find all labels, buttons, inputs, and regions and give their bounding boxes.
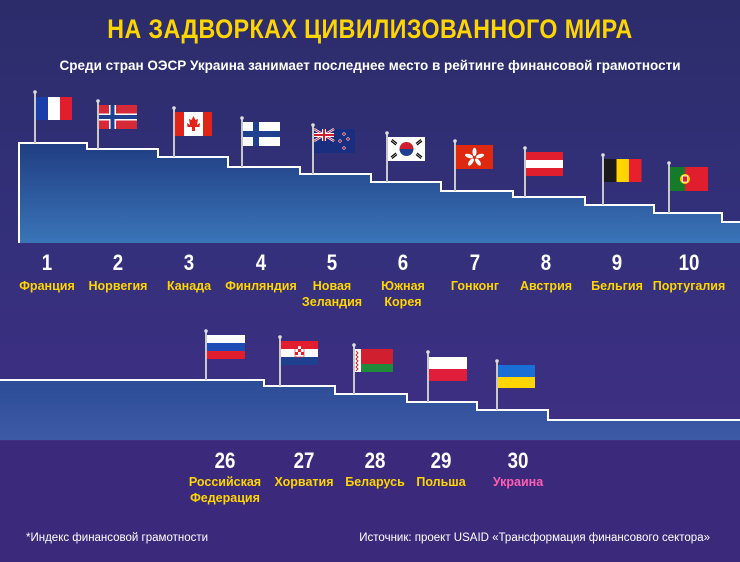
country-label: Австрия <box>519 279 573 293</box>
source-note: Источник: проект USAID «Трансформация фи… <box>359 532 710 544</box>
rank-label: 10 <box>678 250 700 275</box>
rank-label: 5 <box>326 250 338 275</box>
rank-label: 26 <box>214 448 236 473</box>
flag-norway <box>96 99 137 149</box>
flag-france <box>33 90 72 143</box>
country-label: Норвегия <box>88 279 148 293</box>
flag-russia <box>204 329 245 380</box>
country-label: Финляндия <box>225 279 297 293</box>
country-label: Российская Федерация <box>188 475 262 505</box>
rank-label: 9 <box>611 250 623 275</box>
country-label: Франция <box>19 279 75 293</box>
rank-label: 30 <box>507 448 529 473</box>
stairs-top-edge <box>18 142 740 243</box>
rank-label: 28 <box>364 448 386 473</box>
rank-label: 6 <box>397 250 409 275</box>
rank-label: 8 <box>540 250 552 275</box>
flag-south-korea <box>385 131 425 182</box>
country-label: Новая Зеландия <box>301 279 363 309</box>
flag-croatia <box>278 335 318 386</box>
bottom-band <box>0 441 740 562</box>
rank-label: 7 <box>469 250 481 275</box>
rank-label: 29 <box>430 448 452 473</box>
rank-label: 3 <box>183 250 195 275</box>
page-subtitle: Среди стран ОЭСР Украина занимает послед… <box>59 58 681 73</box>
flag-finland <box>240 116 280 167</box>
country-label: Гонконг <box>450 279 500 293</box>
flag-hong-kong <box>453 139 493 191</box>
flag-belarus <box>352 343 393 394</box>
country-label: Канада <box>166 279 212 293</box>
flag-ukraine <box>495 359 535 410</box>
country-label: Португалия <box>652 279 726 293</box>
flag-belgium <box>601 153 642 205</box>
flag-austria <box>523 146 563 197</box>
country-label: Хорватия <box>274 475 334 489</box>
country-label: Беларусь <box>345 475 405 489</box>
country-label: Польша <box>416 475 466 489</box>
flag-canada <box>172 106 212 157</box>
footnote: *Индекс финансовой грамотности <box>26 532 209 544</box>
page-title: НА ЗАДВОРКАХ ЦИВИЛИЗОВАННОГО МИРА <box>107 14 633 44</box>
flag-new-zealand <box>311 123 355 174</box>
country-label: Бельгия <box>591 279 643 293</box>
flag-portugal <box>667 161 708 213</box>
flag-poland <box>426 350 467 402</box>
rank-label: 4 <box>255 250 267 275</box>
rank-label: 2 <box>112 250 124 275</box>
stairs-top <box>19 143 740 243</box>
country-label: Южная Корея <box>381 279 425 309</box>
stairs-bottom-edge <box>0 379 740 421</box>
rank-label: 1 <box>41 250 53 275</box>
country-label-highlighted: Украина <box>492 475 544 489</box>
rank-label: 27 <box>293 448 315 473</box>
stairs-bottom <box>0 380 740 440</box>
